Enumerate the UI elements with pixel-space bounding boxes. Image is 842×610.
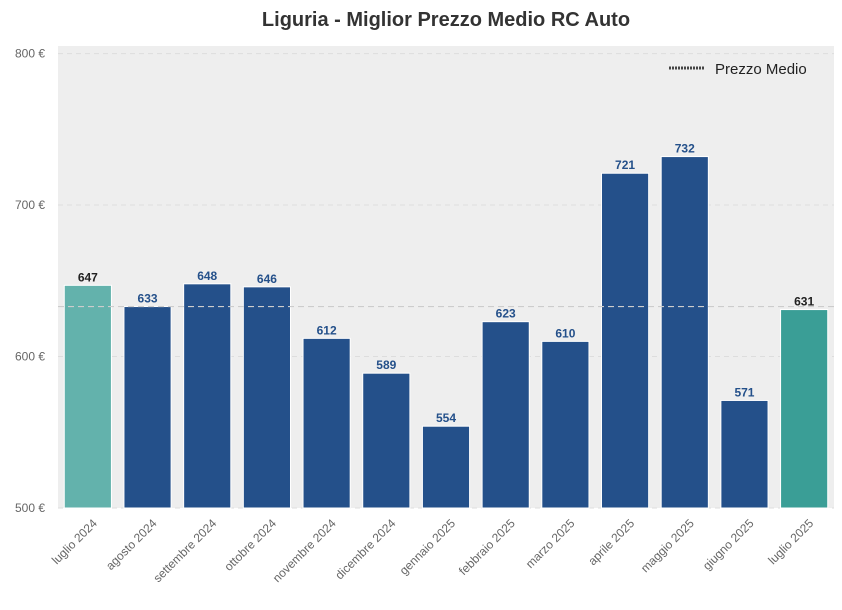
bar-value-label: 610: [555, 326, 575, 340]
bar-value-label: 647: [78, 270, 98, 284]
bar-value-label: 732: [675, 142, 695, 156]
bar: [421, 425, 471, 509]
y-tick-label: 800 €: [15, 47, 45, 61]
bar: [481, 321, 530, 509]
bar-value-label: 631: [794, 295, 814, 309]
bar-value-label: 623: [496, 307, 516, 321]
bar: [63, 284, 112, 509]
y-tick-label: 700 €: [15, 198, 45, 212]
bar-value-label: 721: [615, 158, 635, 172]
x-tick-label: luglio 2025: [765, 516, 816, 567]
bar: [541, 340, 590, 509]
bar: [242, 286, 292, 509]
x-tick-label: ottobre 2024: [221, 516, 279, 574]
bar-value-label: 633: [138, 292, 158, 306]
chart-title: Liguria - Miglior Prezzo Medio RC Auto: [262, 9, 630, 31]
bar: [720, 399, 769, 509]
bar-value-label: 589: [376, 358, 396, 372]
bar: [183, 283, 232, 509]
bar-value-label: 648: [197, 269, 217, 283]
x-tick-label: giugno 2025: [700, 516, 757, 573]
bar: [123, 306, 172, 509]
bar: [302, 337, 351, 509]
x-tick-label: gennaio 2025: [397, 516, 459, 578]
y-tick-label: 600 €: [15, 350, 45, 364]
x-tick-label: dicembre 2024: [332, 516, 398, 582]
plot-area: 500 € 600 € 700 € 800 € 647 633 648 646 612 589 55…: [15, 46, 834, 585]
bar: [660, 156, 709, 509]
bar: [362, 372, 411, 509]
bar: [600, 172, 650, 509]
x-tick-label: maggio 2025: [638, 516, 697, 575]
x-tick-label: agosto 2024: [103, 516, 160, 573]
x-tick-label: febbraio 2025: [456, 516, 518, 578]
bar-value-label: 554: [436, 411, 456, 425]
legend: Prezzo Medio: [669, 61, 807, 78]
x-tick-label: aprile 2025: [585, 516, 637, 568]
bar: [780, 309, 829, 509]
x-tick-label: settembre 2024: [150, 516, 219, 585]
x-tick-label: novembre 2024: [270, 516, 339, 585]
bar-value-label: 571: [734, 385, 754, 399]
x-tick-label: luglio 2024: [49, 516, 100, 567]
y-tick-label: 500 €: [15, 501, 45, 515]
bar-value-label: 612: [317, 323, 337, 337]
legend-label: Prezzo Medio: [715, 61, 807, 78]
bar-value-label: 646: [257, 272, 277, 286]
x-tick-label: marzo 2025: [523, 516, 578, 571]
